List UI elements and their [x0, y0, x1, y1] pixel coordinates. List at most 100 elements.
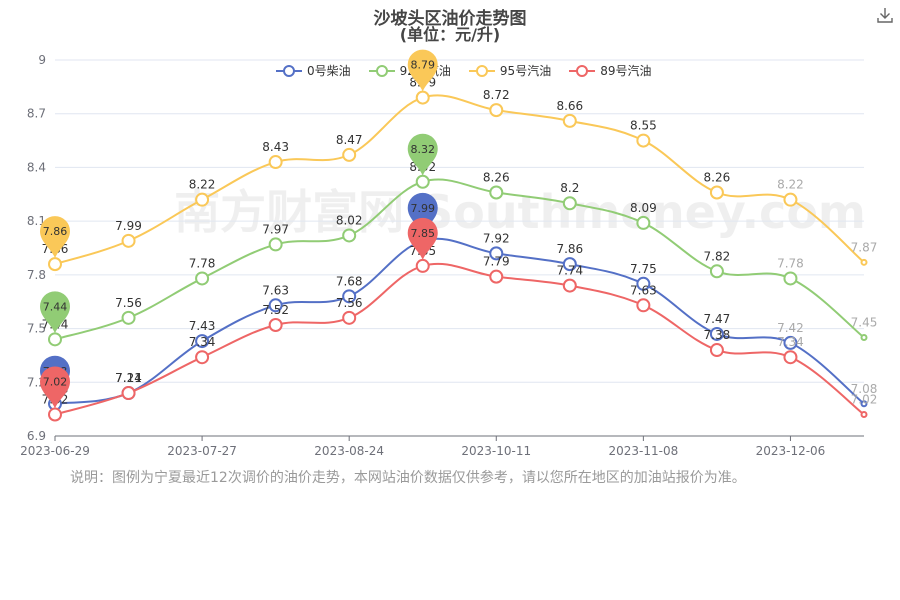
data-label: 7.02 [851, 393, 878, 407]
data-point[interactable] [709, 343, 724, 358]
data-point[interactable] [121, 386, 136, 401]
data-point[interactable] [342, 147, 357, 162]
data-point[interactable] [195, 271, 210, 286]
data-label: 8.26 [704, 170, 731, 184]
max-marker-label: 7.85 [410, 227, 435, 240]
x-tick-label: 2023-08-24 [314, 444, 384, 458]
data-label: 7.43 [189, 319, 216, 333]
data-point[interactable] [860, 258, 868, 266]
min-marker[interactable]: 7.44 [40, 291, 70, 334]
legend-item[interactable]: 0号柴油 [276, 62, 351, 79]
data-label: 7.34 [189, 335, 216, 349]
data-point[interactable] [562, 257, 577, 272]
data-point[interactable] [195, 334, 210, 349]
max-marker[interactable]: 8.32 [407, 133, 438, 176]
y-tick-label: 7.5 [27, 322, 46, 336]
data-label: 7.78 [777, 256, 804, 270]
legend-item[interactable]: 89号汽油 [569, 62, 651, 79]
data-label: 7.79 [483, 255, 510, 269]
max-marker[interactable]: 7.99 [407, 192, 438, 235]
data-label: 7.45 [851, 316, 878, 330]
min-marker[interactable]: 7.02 [40, 366, 70, 409]
data-point[interactable] [783, 271, 798, 286]
data-point[interactable] [415, 258, 430, 273]
y-tick-label: 6.9 [27, 429, 46, 443]
data-point[interactable] [268, 317, 283, 332]
data-point[interactable] [860, 334, 868, 342]
data-label: 7.42 [777, 321, 804, 335]
data-point[interactable] [195, 192, 210, 207]
data-label: 8.47 [336, 133, 363, 147]
data-point[interactable] [415, 90, 430, 105]
data-point[interactable] [636, 298, 651, 313]
data-label: 7.74 [556, 264, 583, 278]
data-point[interactable] [709, 185, 724, 200]
watermark: 南方财富网 Southmoney.com [174, 185, 866, 239]
x-tick-label: 2023-12-06 [756, 444, 826, 458]
max-marker-pin [407, 217, 438, 260]
legend-label: 95号汽油 [499, 64, 552, 78]
data-point[interactable] [489, 185, 504, 200]
data-point[interactable] [562, 278, 577, 293]
data-point[interactable] [268, 155, 283, 170]
data-point[interactable] [489, 103, 504, 118]
data-point[interactable] [195, 350, 210, 365]
data-point[interactable] [48, 407, 62, 422]
max-marker[interactable]: 7.85 [407, 217, 438, 260]
data-label: 7.14 [115, 371, 142, 385]
data-point[interactable] [121, 233, 136, 248]
data-point[interactable] [562, 113, 577, 128]
data-point[interactable] [489, 269, 504, 284]
data-point[interactable] [860, 400, 868, 408]
data-label: 7.63 [630, 283, 657, 297]
min-marker-label: 7.44 [43, 300, 68, 313]
data-point[interactable] [268, 298, 283, 313]
data-point[interactable] [636, 133, 651, 148]
y-tick-label: 8.4 [27, 160, 46, 174]
data-point[interactable] [415, 174, 430, 189]
data-label: 7.86 [556, 242, 583, 256]
data-point[interactable] [268, 237, 283, 252]
min-marker-pin [40, 366, 70, 409]
data-label: 8.55 [630, 119, 657, 133]
data-label: 7.38 [704, 328, 731, 342]
data-label: 7.47 [704, 312, 731, 326]
data-point[interactable] [709, 264, 724, 279]
y-tick-label: 9 [38, 53, 46, 67]
data-point[interactable] [342, 289, 357, 304]
chart-note: 说明：图例为宁夏最近12次调价的油价走势，本网站油价数据仅供参考，请以您所在地区… [70, 470, 746, 486]
y-tick-label: 7.8 [27, 268, 46, 282]
max-marker-label: 7.99 [410, 202, 435, 215]
data-point[interactable] [342, 310, 357, 325]
data-point[interactable] [121, 310, 136, 325]
legend-symbol [276, 64, 302, 77]
data-point[interactable] [489, 246, 504, 261]
data-label: 7.87 [851, 240, 878, 254]
data-label: 7.21 [115, 371, 142, 385]
data-point[interactable] [636, 276, 651, 291]
data-label: 8.26 [483, 170, 510, 184]
data-label: 8.72 [483, 88, 510, 102]
data-label: 7.52 [262, 303, 289, 317]
chart-title: 沙坡头区油价走势图 [373, 9, 527, 29]
max-marker[interactable]: 8.79 [407, 49, 438, 92]
data-point[interactable] [783, 335, 798, 350]
data-point[interactable] [709, 326, 724, 341]
data-point[interactable] [860, 411, 868, 419]
x-tick-label: 2023-10-11 [461, 444, 531, 458]
data-label: 7.92 [483, 231, 510, 245]
download-icon[interactable] [876, 6, 894, 24]
data-point[interactable] [48, 257, 62, 272]
legend-item[interactable]: 95号汽油 [468, 62, 552, 79]
legend-symbol [468, 64, 495, 77]
min-marker[interactable]: 7.86 [40, 216, 70, 259]
data-point[interactable] [562, 196, 577, 211]
data-point[interactable] [342, 228, 357, 243]
data-label: 8.2 [560, 181, 579, 195]
data-point[interactable] [48, 332, 62, 347]
data-point[interactable] [636, 215, 651, 230]
data-point[interactable] [783, 350, 798, 365]
data-point[interactable] [783, 192, 798, 207]
min-marker-label: 7.02 [43, 376, 68, 389]
